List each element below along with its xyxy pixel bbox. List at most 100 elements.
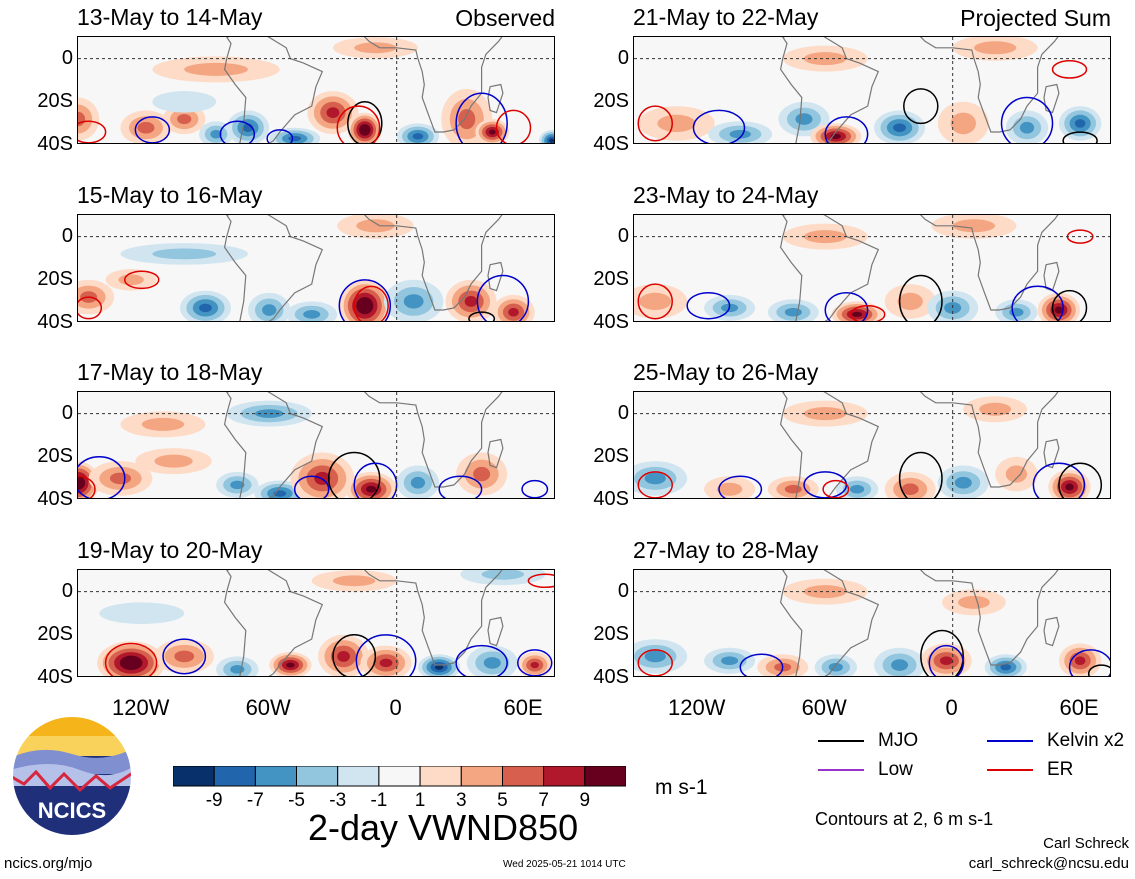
anomaly-level <box>262 304 277 316</box>
anomaly-blob <box>634 284 688 319</box>
anomaly-level <box>356 297 374 315</box>
anomaly-level <box>721 656 739 666</box>
anomaly-blob <box>931 215 1017 239</box>
anomaly-blob <box>120 243 248 265</box>
contour-line <box>521 479 549 498</box>
anomaly-level <box>379 658 393 668</box>
units-label: m s-1 <box>655 776 708 799</box>
colorbar-tick-label: 7 <box>538 790 549 811</box>
anomaly-level <box>1000 664 1012 671</box>
coastline-madagascar <box>1043 83 1060 114</box>
anomaly-blob <box>216 656 259 676</box>
contour-line <box>898 274 943 321</box>
anomaly-level <box>729 129 751 139</box>
anomaly-level <box>893 123 906 133</box>
panel-title: 15-May to 16-May <box>77 182 263 208</box>
anomaly-level <box>1019 121 1035 134</box>
anomaly-blob <box>782 45 868 72</box>
anomaly-blob <box>360 645 412 676</box>
anomaly-blob <box>226 110 270 143</box>
y-tick-label: 40S <box>593 488 629 510</box>
anomaly-level <box>337 651 350 662</box>
y-tick-label: 20S <box>593 89 629 112</box>
anomaly-level <box>891 659 909 671</box>
contour-line <box>1011 285 1064 321</box>
y-tick-label: 40S <box>593 311 629 333</box>
contour-line <box>1000 96 1054 143</box>
contour-line <box>824 291 869 321</box>
anomaly-blob <box>396 123 440 143</box>
anomaly-blob <box>466 645 518 676</box>
contour-line <box>353 285 389 321</box>
anomaly-blob <box>708 121 773 143</box>
anomaly-level <box>154 454 193 468</box>
anomaly-blob <box>152 91 217 113</box>
panel-plot <box>633 214 1111 322</box>
coastline-madagascar <box>1043 261 1060 292</box>
anomaly-level <box>152 91 217 113</box>
panel-title: 19-May to 20-May <box>77 537 263 563</box>
anomaly-level <box>508 307 519 317</box>
anomaly-blob <box>517 652 552 676</box>
anomaly-level <box>177 114 192 125</box>
anomaly-level <box>119 655 143 671</box>
anomaly-level <box>434 664 444 670</box>
anomaly-level <box>804 52 847 66</box>
colorbar-swatch <box>543 765 586 787</box>
coastline-africa <box>363 37 503 133</box>
contour-line <box>438 475 483 498</box>
anomaly-blob <box>704 476 756 498</box>
anomaly-level <box>1074 656 1086 666</box>
email: carl_schreck@ncsu.edu <box>968 855 1129 872</box>
contour-line <box>527 573 554 589</box>
contour-line <box>1051 289 1088 321</box>
panel-plot <box>77 214 555 322</box>
contour-line <box>123 270 160 290</box>
anomaly-blob <box>942 589 1006 616</box>
anomaly-level <box>897 292 923 310</box>
y-tick-label: 0 <box>617 401 629 424</box>
contour-line <box>78 456 126 498</box>
coastline-africa <box>363 570 503 666</box>
colorbar-swatch <box>378 765 421 787</box>
author: Carl Schreck <box>1043 835 1129 852</box>
x-tick-label: 0 <box>945 695 958 720</box>
legend-entry: MJO <box>818 731 918 750</box>
y-tick-label: 0 <box>617 579 629 602</box>
anomaly-level <box>255 409 284 418</box>
legend-label: ER <box>1047 759 1074 780</box>
legend-entry: Low <box>818 760 913 779</box>
colorbar-tick-label: -1 <box>370 790 388 811</box>
anomaly-blob <box>345 471 397 498</box>
anomaly-blob <box>248 292 291 321</box>
anomaly-level <box>973 41 1017 55</box>
anomaly-blob <box>152 56 280 83</box>
anomaly-blob <box>937 101 989 143</box>
anomaly-blob <box>1037 292 1081 321</box>
contour-line <box>78 475 96 498</box>
anomaly-level <box>356 219 395 233</box>
colorbar-swatch <box>584 765 627 787</box>
y-tick-label: 40S <box>593 133 629 155</box>
anomaly-blob <box>782 400 868 427</box>
anomaly-level <box>288 135 302 142</box>
anomaly-blob <box>311 570 397 592</box>
coastline-south-america <box>779 570 880 676</box>
coastline-madagascar <box>487 83 504 114</box>
contour-line <box>692 109 746 143</box>
anomaly-blob <box>1058 643 1102 676</box>
anomaly-level <box>488 129 496 135</box>
colorbar-swatch <box>502 765 545 787</box>
coastline-south-america <box>779 37 880 143</box>
y-tick-label: 20S <box>37 622 73 645</box>
anomaly-level <box>901 483 919 495</box>
legend-label: Low <box>878 759 913 780</box>
contour-line <box>336 105 381 143</box>
anomaly-level <box>359 124 371 136</box>
anomaly-blob <box>456 452 508 496</box>
anomaly-level <box>804 585 847 599</box>
contour-line <box>718 475 763 498</box>
colorbar-tick-label: 3 <box>455 790 467 811</box>
panel-title: 21-May to 22-May <box>633 4 819 30</box>
coastline-africa <box>919 37 1059 133</box>
